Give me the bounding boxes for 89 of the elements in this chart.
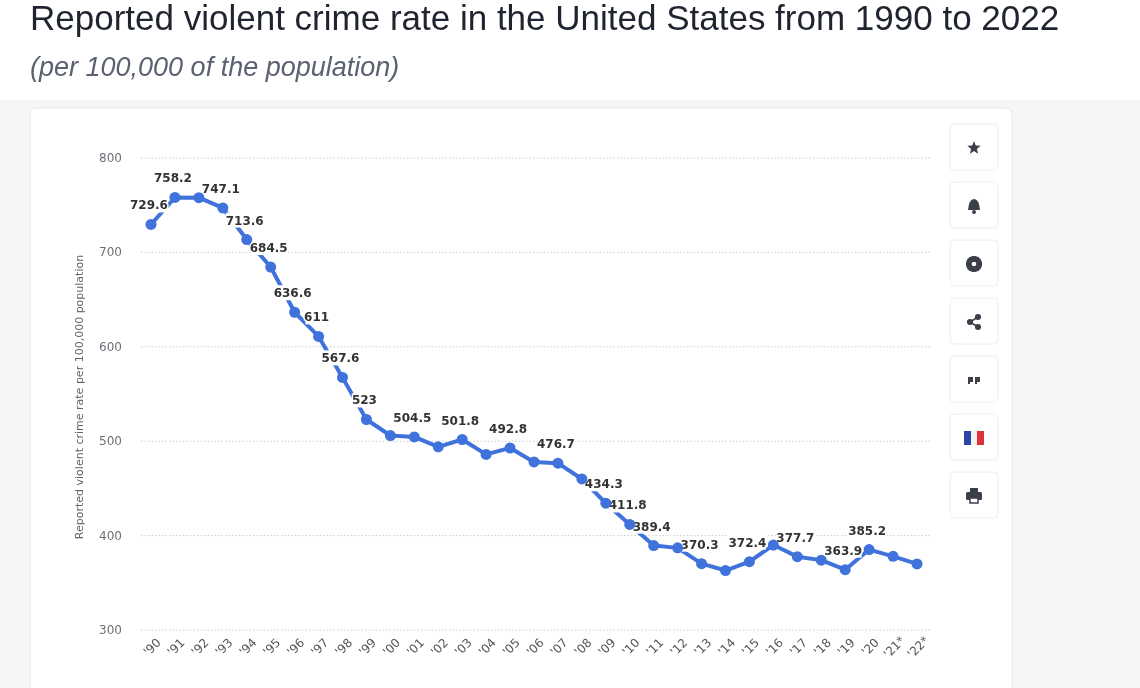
point xyxy=(504,442,516,454)
x-tick-label: '96 xyxy=(284,635,308,659)
x-tick-label: '90 xyxy=(140,635,164,659)
point xyxy=(839,564,851,576)
point xyxy=(265,261,277,273)
x-tick-label: '92 xyxy=(188,635,212,659)
data-label: 567.6 xyxy=(321,351,360,366)
point xyxy=(480,448,492,460)
data-label: 385.2 xyxy=(848,523,887,538)
x-tick-label: '09 xyxy=(595,635,619,659)
point xyxy=(169,191,181,203)
point xyxy=(360,413,372,425)
x-tick-label: '03 xyxy=(451,635,475,659)
x-tick-label: '13 xyxy=(691,635,715,659)
x-tick-label: '04 xyxy=(475,635,499,659)
x-tick-label: '18 xyxy=(810,635,834,659)
x-tick-label: '17 xyxy=(786,635,810,659)
x-tick-label: '12 xyxy=(667,635,691,659)
point xyxy=(456,434,468,445)
x-tick-label: '10 xyxy=(619,635,643,659)
point xyxy=(217,202,229,214)
data-label: 713.6 xyxy=(225,213,264,228)
x-tick-label: '93 xyxy=(212,635,236,659)
point xyxy=(791,551,803,563)
data-label: 501.8 xyxy=(441,413,480,428)
data-label: 476.7 xyxy=(536,437,575,452)
point xyxy=(911,558,923,570)
x-tick-label: '06 xyxy=(523,635,547,659)
y-tick-label: 700 xyxy=(99,245,122,260)
x-tick-label: '11 xyxy=(643,635,667,659)
y-tick-label: 400 xyxy=(99,528,122,543)
x-tick-label: '95 xyxy=(260,635,284,659)
point xyxy=(887,550,899,562)
data-label: 636.6 xyxy=(273,286,312,301)
point xyxy=(863,544,875,556)
point xyxy=(289,306,301,318)
x-tick-label: '94 xyxy=(236,635,260,659)
point xyxy=(720,565,731,577)
y-tick-label: 600 xyxy=(99,339,122,354)
data-label: 389.4 xyxy=(632,519,671,534)
data-label: 504.5 xyxy=(393,410,432,425)
point xyxy=(145,218,157,230)
point xyxy=(767,539,779,551)
data-label: 492.8 xyxy=(489,422,528,436)
point xyxy=(432,441,444,453)
point xyxy=(648,540,660,552)
x-tick-label: '02 xyxy=(427,635,451,659)
data-label: 611 xyxy=(304,310,330,325)
data-label: 411.8 xyxy=(608,498,647,513)
y-axis-title: Reported violent crime rate per 100,000 population xyxy=(73,254,86,540)
data-label: 758.2 xyxy=(153,171,192,186)
data-label: 729.6 xyxy=(130,198,168,213)
data-label: 747.1 xyxy=(201,181,240,196)
data-label: 372.4 xyxy=(728,535,767,550)
point xyxy=(313,330,325,342)
chart-title: Reported violent crime rate in the United States from 1990 to 2022 xyxy=(30,0,1060,37)
data-label: 377.7 xyxy=(776,530,815,545)
x-tick-label: '20 xyxy=(858,635,882,659)
point xyxy=(193,192,205,204)
y-tick-label: 800 xyxy=(99,151,122,165)
data-label: 363.9 xyxy=(824,543,863,558)
point xyxy=(408,431,420,443)
y-tick-label: 300 xyxy=(99,623,122,637)
x-tick-label: '01 xyxy=(403,635,427,659)
point xyxy=(743,556,755,568)
x-tick-label: '00 xyxy=(380,635,404,659)
chart-subtitle: (per 100,000 of the population) xyxy=(30,52,400,82)
data-label: 370.3 xyxy=(680,537,719,552)
x-tick-label: '99 xyxy=(356,635,380,659)
x-tick-label: '15 xyxy=(739,635,763,659)
x-tick-label: '91 xyxy=(164,635,188,659)
x-tick-label: '97 xyxy=(308,635,332,659)
x-tick-label: '08 xyxy=(571,635,595,659)
point xyxy=(528,456,540,468)
point xyxy=(384,430,396,442)
x-tick-label: '16 xyxy=(763,635,787,659)
data-label: 434.3 xyxy=(584,477,623,492)
x-tick-label: '98 xyxy=(332,635,356,659)
point xyxy=(552,457,564,469)
point xyxy=(337,371,348,383)
point xyxy=(696,558,708,570)
y-tick-label: 500 xyxy=(99,434,122,449)
point xyxy=(815,554,827,566)
data-label: 684.5 xyxy=(249,241,288,256)
x-tick-label: '19 xyxy=(834,635,858,659)
x-tick-label: '05 xyxy=(499,635,523,659)
x-tick-label: '07 xyxy=(547,635,571,659)
x-tick-label: '14 xyxy=(715,635,739,659)
data-label: 523 xyxy=(351,393,377,408)
